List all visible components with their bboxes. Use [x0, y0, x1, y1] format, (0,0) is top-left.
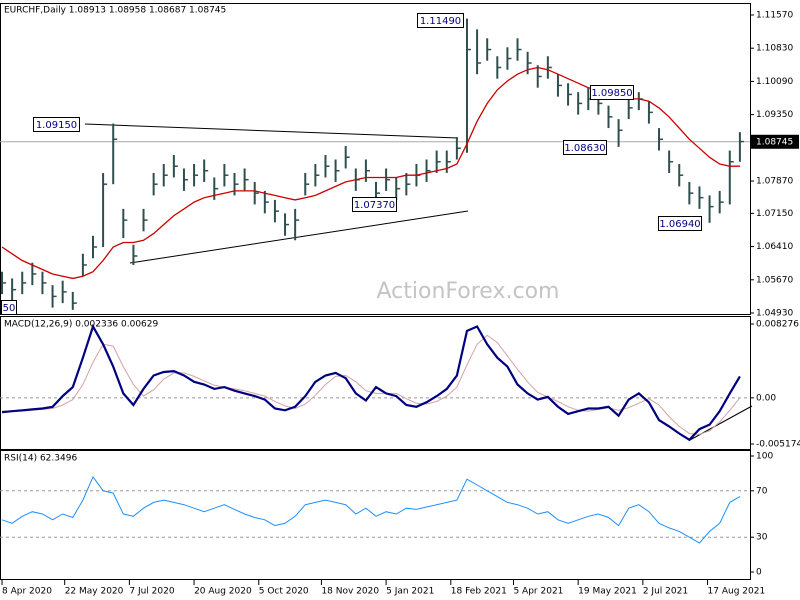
y-tick-label: 1.06410: [756, 242, 793, 252]
x-tick-label: 5 Oct 2020: [259, 587, 309, 597]
x-tick-label: 5 Apr 2021: [513, 587, 563, 597]
annotation: 1.09150: [36, 120, 77, 131]
y-tick-label: 100: [756, 452, 773, 462]
y-tick-label: 0: [756, 568, 762, 578]
annotation-box: [352, 197, 397, 212]
x-tick-label: 18 Nov 2020: [321, 587, 379, 597]
y-tick-label: 1.10090: [756, 77, 793, 87]
y-tick-label: 1.04930: [756, 309, 793, 319]
x-tick-label: 5 Jan 2021: [386, 587, 434, 597]
y-tick-label: 1.05670: [756, 275, 793, 285]
y-tick-label: 0.00: [756, 393, 776, 403]
annotation: 1.09850: [591, 88, 632, 99]
x-tick-label: 18 Feb 2021: [451, 587, 507, 597]
y-tick-label: 1.07150: [756, 209, 793, 219]
rsi-panel-frame: [0, 450, 751, 580]
y-tick-label: 1.10830: [756, 44, 793, 54]
x-tick-label: 2 Jul 2021: [643, 587, 688, 597]
y-tick-label: 0.008276: [756, 320, 799, 330]
y-tick-label: 30: [756, 533, 768, 543]
macd-line: [1, 323, 741, 442]
annotation: 1.08630: [564, 143, 605, 154]
y-tick-label: 1.11570: [756, 10, 793, 20]
watermark: ActionForex.com: [377, 279, 560, 304]
x-tick-label: 7 Jul 2020: [129, 587, 174, 597]
y-tick-label: 70: [756, 486, 768, 496]
annotation-box: [658, 216, 702, 231]
panel-title: RSI(14) 62.3496: [4, 454, 77, 464]
annotation-box: [590, 85, 634, 100]
y-tick-label: -0.005174: [756, 440, 800, 450]
annotation: 50: [3, 303, 16, 314]
annotation-box: [1, 300, 17, 315]
macd-panel-frame: [0, 316, 751, 450]
rsi-line: [1, 475, 741, 544]
trendline: [129, 210, 469, 264]
x-tick-label: 17 Aug 2021: [708, 587, 766, 597]
annotation: 1.11490: [420, 16, 461, 27]
panel-title: EURCHF,Daily 1.08913 1.08958 1.08687 1.0…: [4, 6, 226, 16]
last-price-label: 1.08745: [756, 137, 793, 147]
x-tick-label: 19 May 2021: [578, 587, 637, 597]
price-panel-frame: [0, 3, 751, 315]
annotation-box: [563, 140, 607, 155]
panel-title: MACD(12,26,9) 0.002336 0.00629: [4, 320, 159, 330]
annotation: 1.06940: [659, 219, 700, 230]
trendline: [84, 123, 459, 139]
x-tick-label: 22 May 2020: [65, 587, 124, 597]
annotation: 1.07370: [354, 200, 395, 211]
last-price-box: [751, 134, 799, 149]
y-tick-label: 1.07870: [756, 177, 793, 187]
y-tick-label: 1.09350: [756, 110, 793, 120]
annotation-box: [33, 117, 80, 132]
x-tick-label: 8 Apr 2020: [2, 587, 52, 597]
x-tick-label: 20 Aug 2020: [194, 587, 252, 597]
annotation-box: [417, 13, 464, 28]
